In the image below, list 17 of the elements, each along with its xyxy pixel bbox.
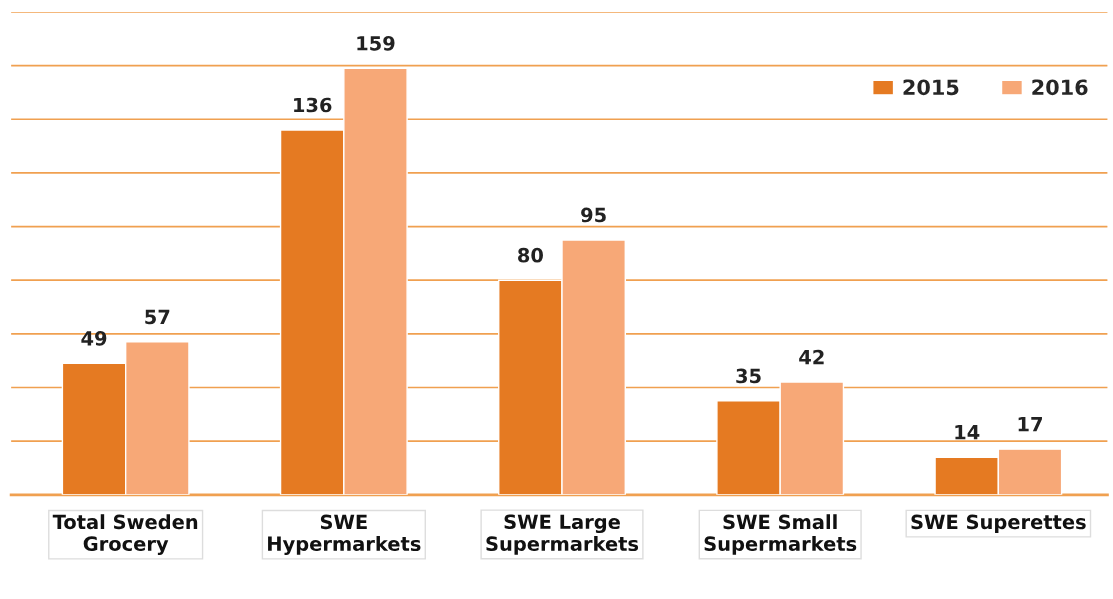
data-label: 42 bbox=[799, 349, 824, 365]
data-label: 159 bbox=[357, 35, 395, 51]
x-tick-label: SWE Hypermarkets bbox=[268, 514, 421, 555]
x-tick-label: SWE Superettes bbox=[911, 514, 1086, 534]
data-label: 95 bbox=[581, 207, 606, 223]
data-label: 136 bbox=[294, 97, 332, 113]
data-label: 17 bbox=[1018, 417, 1042, 432]
x-tick-label: SWE Large Supermarkets bbox=[486, 514, 639, 555]
data-label: 49 bbox=[81, 331, 107, 346]
x-tick-label: Total Sweden Grocery bbox=[52, 514, 198, 555]
legend-label: 2015 bbox=[903, 79, 959, 96]
data-label: 14 bbox=[955, 425, 980, 440]
data-label: 35 bbox=[736, 368, 761, 384]
data-label: 57 bbox=[145, 309, 170, 325]
x-tick-label: SWE Small Supermarkets bbox=[704, 514, 857, 555]
data-label: 80 bbox=[518, 247, 543, 263]
legend-label: 2016 bbox=[1032, 79, 1088, 96]
